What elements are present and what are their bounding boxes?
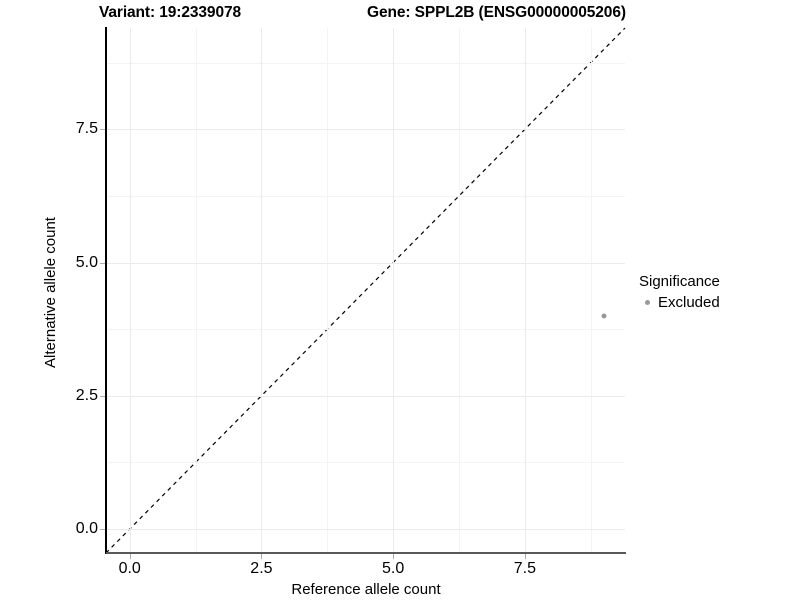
- gridline-major-horizontal: [106, 129, 625, 131]
- gene-title: Gene: SPPL2B (ENSG00000005206): [367, 4, 626, 21]
- variant-title: Variant: 19:2339078: [99, 4, 242, 21]
- reference-line-abline: [105, 27, 626, 554]
- gridline-major-vertical: [393, 28, 395, 553]
- x-tick-mark: [393, 554, 395, 559]
- legend-item-excluded[interactable]: Excluded: [639, 292, 720, 312]
- gridline-minor-vertical: [459, 28, 461, 553]
- gridline-minor-vertical: [195, 28, 197, 553]
- gridline-minor-vertical: [327, 28, 329, 553]
- gridline-major-horizontal: [106, 395, 625, 397]
- gridline-minor-horizontal: [106, 462, 625, 464]
- y-tick-mark: [100, 395, 105, 397]
- y-tick-mark: [100, 529, 105, 530]
- y-tick-label: 2.5: [75, 386, 98, 404]
- gridline-minor-horizontal: [106, 195, 625, 197]
- x-tick-mark: [524, 554, 526, 559]
- x-tick-mark: [261, 554, 263, 559]
- y-tick-label: 0.0: [75, 520, 98, 537]
- x-tick-mark: [129, 554, 131, 559]
- x-axis-line: [106, 552, 626, 554]
- legend-key-swatch: [639, 294, 655, 310]
- gridline-major-horizontal: [106, 262, 625, 264]
- gridline-major-vertical: [261, 28, 263, 553]
- legend-title: Significance: [639, 273, 720, 290]
- gridline-minor-horizontal: [106, 62, 625, 64]
- x-axis-title: Reference allele count: [291, 581, 441, 598]
- legend-point-icon: [644, 299, 650, 305]
- legend-items: Excluded: [639, 292, 720, 312]
- y-axis-line: [105, 27, 107, 554]
- gridline-major-vertical: [524, 28, 526, 553]
- x-tick-label: 0.0: [118, 560, 141, 577]
- y-tick-label: 7.5: [75, 120, 98, 138]
- gridline-minor-vertical: [590, 28, 592, 553]
- gridline-major-horizontal: [106, 529, 625, 530]
- x-tick-label: 2.5: [250, 560, 273, 577]
- diagonal-identity-line: [105, 27, 626, 554]
- gridline-minor-horizontal: [106, 329, 625, 331]
- legend-item-label: Excluded: [658, 293, 720, 311]
- chart-title-row: Variant: 19:2339078 Gene: SPPL2B (ENSG00…: [0, 0, 800, 28]
- gridline-major-vertical: [129, 28, 131, 553]
- x-tick-label: 5.0: [382, 560, 405, 577]
- y-tick-mark: [100, 262, 105, 264]
- x-tick-label: 7.5: [513, 560, 536, 577]
- y-tick-mark: [100, 129, 105, 131]
- y-axis-title: Alternative allele count: [42, 217, 59, 368]
- data-point[interactable]: [601, 313, 607, 319]
- y-tick-label: 5.0: [75, 253, 98, 271]
- plot-panel: [105, 27, 626, 554]
- legend: Significance Excluded: [639, 272, 720, 312]
